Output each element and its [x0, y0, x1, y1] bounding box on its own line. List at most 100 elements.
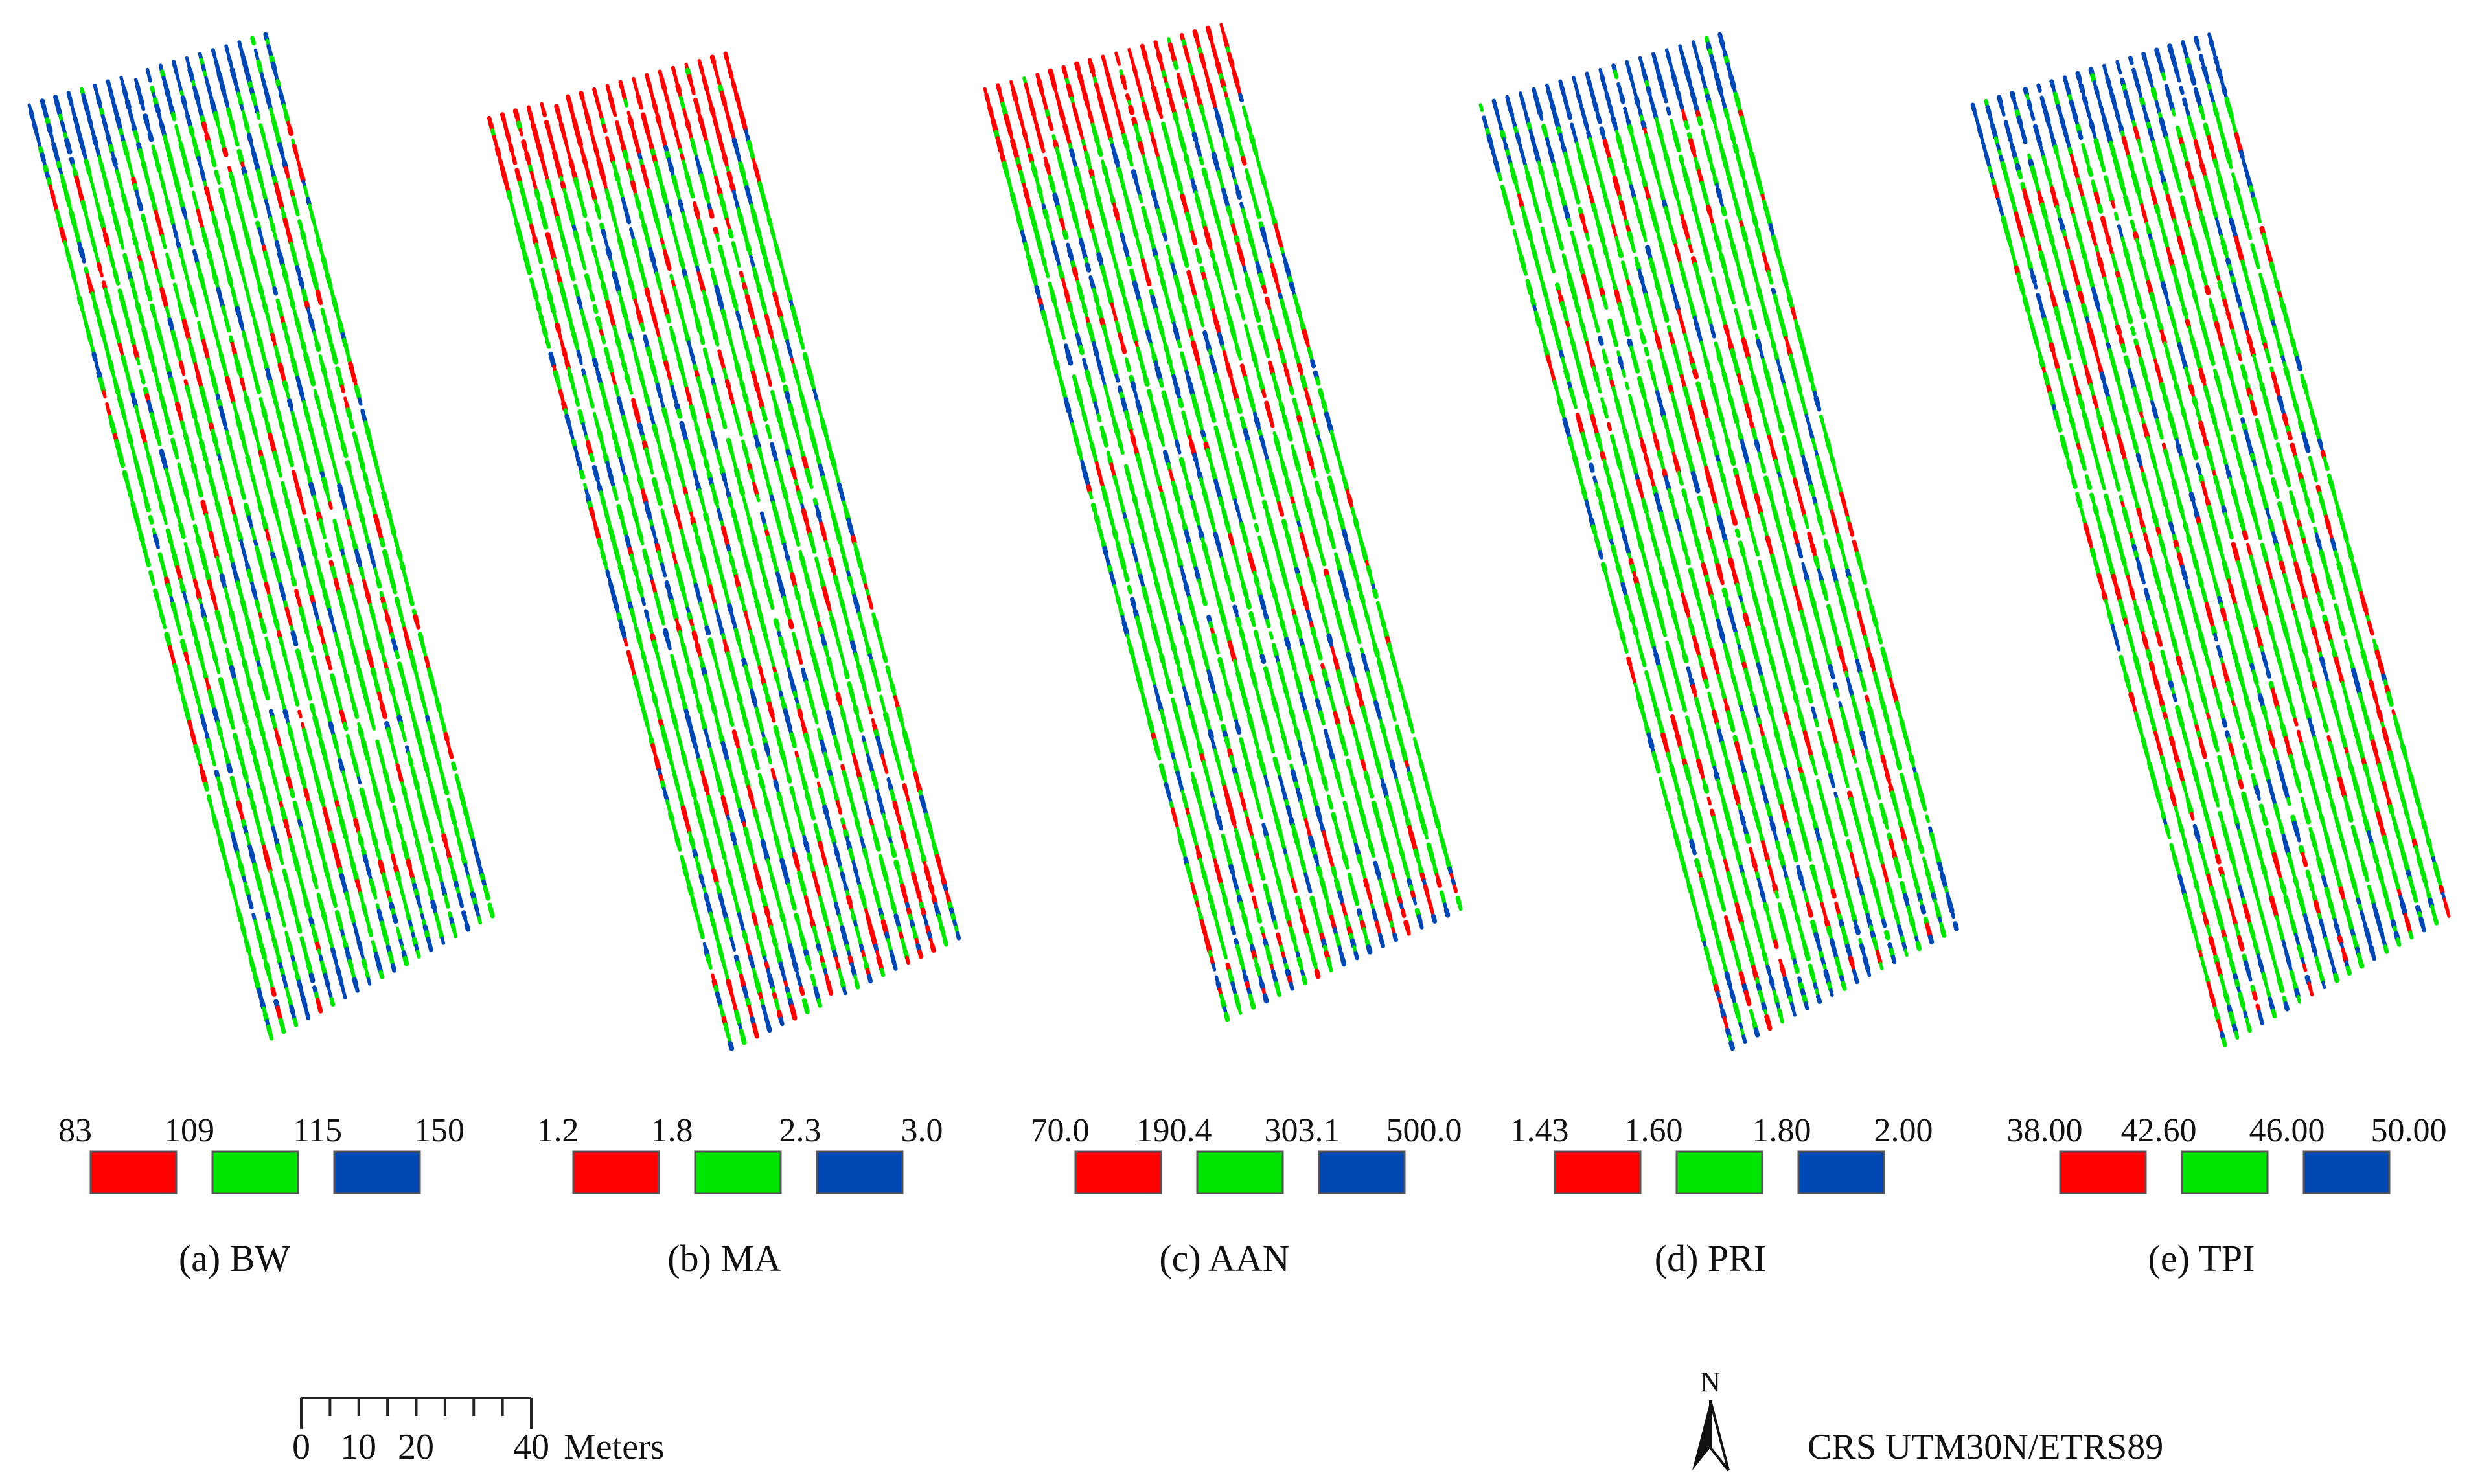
strip-segment: [342, 448, 349, 459]
strip-segment: [173, 65, 179, 75]
strip-segment: [855, 926, 860, 935]
strip-segment: [610, 212, 617, 222]
strip-segment: [293, 150, 299, 159]
strip-segment: [391, 963, 397, 973]
strip-segment: [759, 779, 766, 789]
strip-segment: [158, 227, 165, 238]
strip-segment: [737, 532, 744, 543]
strip-segment: [98, 268, 104, 278]
strip-segment: [615, 283, 622, 294]
strip-segment: [354, 878, 361, 889]
strip-segment: [201, 506, 209, 516]
strip-segment: [244, 887, 251, 898]
strip-segment: [221, 580, 227, 589]
strip-segment: [266, 862, 273, 873]
strip-segment: [643, 176, 650, 187]
strip-segment: [282, 486, 288, 497]
strip-segment: [251, 913, 257, 922]
strip-segment: [484, 891, 491, 901]
strip-segment: [152, 257, 157, 266]
strip-segment: [592, 304, 599, 314]
strip-segment: [335, 746, 340, 755]
strip-segment: [683, 654, 690, 664]
strip-segment: [189, 237, 194, 246]
strip-segment: [259, 727, 266, 737]
strip-segment: [813, 609, 820, 619]
strip-segment: [284, 661, 290, 670]
strip-segment: [84, 266, 89, 277]
strip-segment: [353, 763, 360, 773]
strip-segment: [769, 816, 774, 825]
strip-segment: [589, 399, 595, 409]
strip-segment: [580, 255, 586, 265]
strip-segment: [685, 770, 692, 779]
strip-segment: [309, 703, 316, 713]
strip-segment: [271, 825, 277, 835]
strip-segment: [191, 190, 197, 200]
strip-segment: [564, 253, 571, 263]
crop-row-strip: [263, 32, 495, 919]
strip-segment: [296, 869, 302, 878]
strip-segment: [786, 773, 792, 784]
crop-row-strip: [52, 95, 299, 1027]
strip-segment: [623, 637, 628, 647]
strip-segment: [654, 701, 659, 710]
strip-segment: [660, 616, 665, 626]
strip-segment: [374, 847, 381, 858]
strip-segment: [727, 874, 733, 885]
strip-segment: [682, 757, 689, 767]
strip-segment: [222, 147, 229, 157]
strip-segment: [709, 157, 715, 166]
strip-segment: [708, 584, 714, 594]
strip-segment: [711, 650, 717, 660]
strip-segment: [681, 211, 687, 220]
strip-segment: [49, 130, 54, 139]
strip-segment: [726, 543, 732, 554]
strip-segment: [167, 425, 174, 435]
strip-segment: [327, 661, 332, 671]
strip-segment: [602, 556, 608, 567]
strip-segment: [537, 255, 544, 264]
strip-segment: [283, 980, 289, 990]
strip-segment: [244, 832, 250, 841]
strip-segment: [154, 430, 161, 440]
strip-segment: [699, 335, 706, 345]
strip-segment: [250, 473, 256, 483]
strip-segment: [178, 84, 183, 93]
strip-segment: [304, 464, 310, 474]
strip-segment: [862, 902, 868, 911]
strip-segment: [408, 597, 415, 606]
strip-segment: [238, 702, 245, 713]
strip-segment: [769, 600, 775, 610]
strip-segment: [371, 722, 376, 731]
strip-segment: [739, 646, 744, 656]
strip-segment: [277, 850, 283, 860]
strip-segment: [690, 410, 697, 421]
strip-segment: [745, 998, 752, 1008]
crop-row-strip: [211, 48, 446, 945]
strip-segment: [320, 418, 327, 428]
strip-segment: [791, 792, 796, 801]
strip-segment: [137, 417, 143, 426]
strip-segment: [179, 529, 186, 540]
strip-segment: [506, 190, 513, 201]
strip-segment: [711, 703, 718, 714]
strip-segment: [160, 181, 167, 190]
strip-segment: [183, 266, 188, 275]
strip-segment: [558, 336, 564, 345]
strip-segment: [215, 447, 221, 457]
strip-segment: [222, 635, 227, 645]
strip-segment: [182, 591, 187, 600]
strip-segment: [214, 169, 220, 179]
strip-segment: [670, 492, 675, 501]
strip-segment: [535, 302, 542, 312]
strip-segment: [848, 902, 854, 911]
strip-segment: [882, 871, 889, 882]
strip-segment: [267, 813, 274, 823]
strip-segment: [303, 679, 309, 689]
strip-segment: [317, 625, 324, 635]
strip-segment: [187, 499, 192, 509]
strip-segment: [665, 209, 672, 219]
strip-segment: [633, 82, 639, 92]
